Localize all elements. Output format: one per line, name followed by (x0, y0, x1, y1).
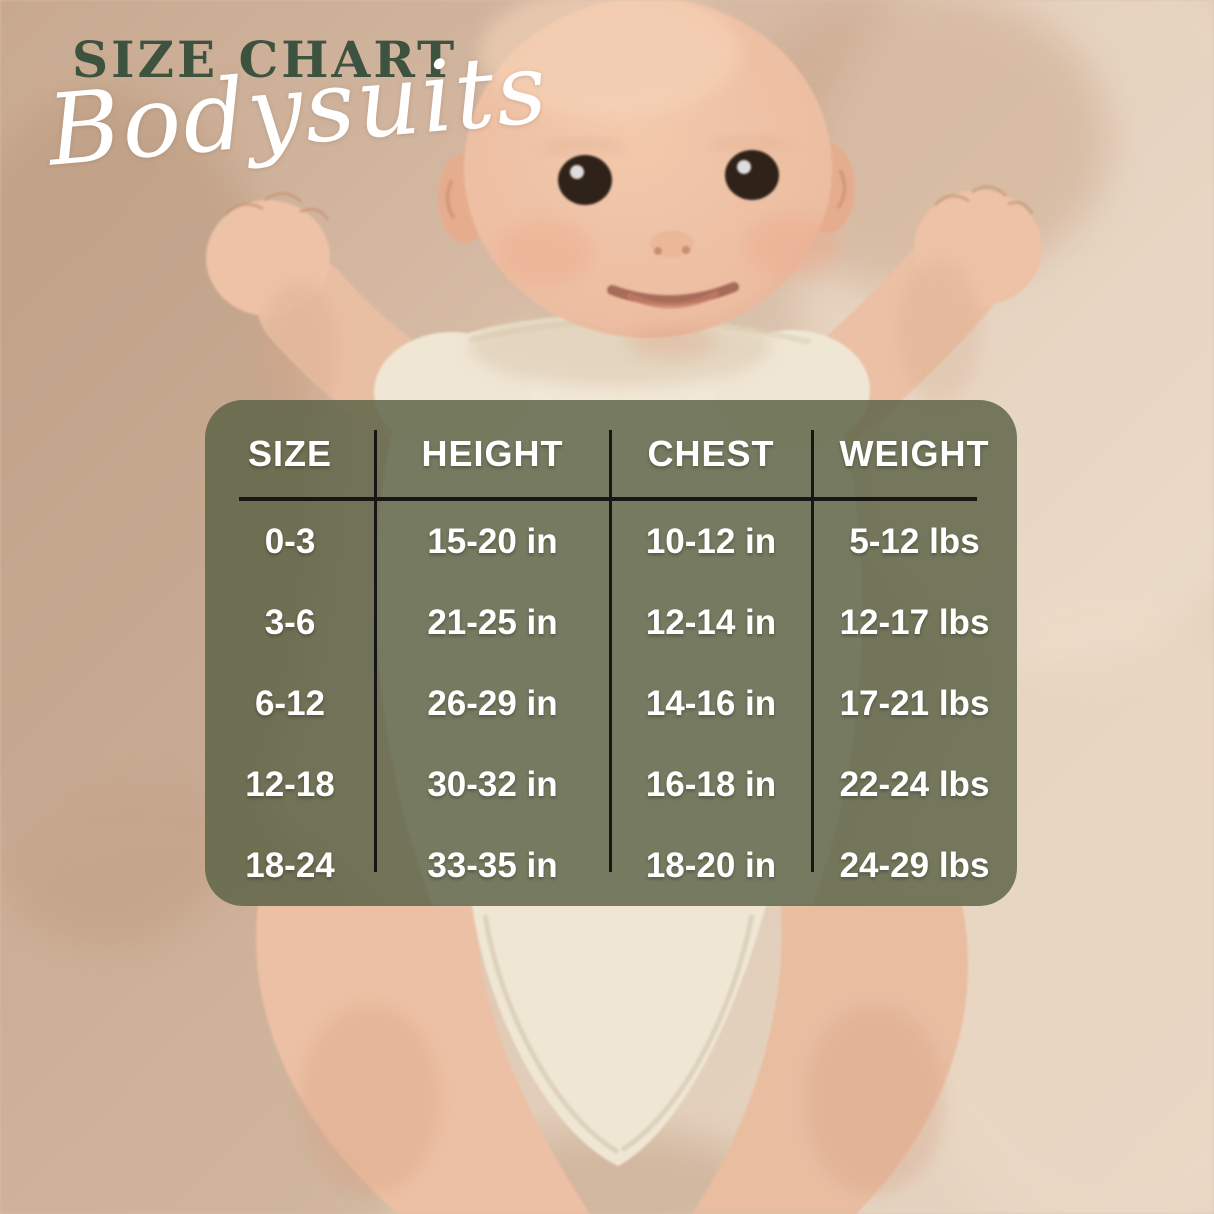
baby-nose (650, 230, 694, 258)
column-divider (374, 430, 377, 872)
column-header: SIZE (247, 432, 332, 474)
table-body: 0-3 15-20 in 10-12 in 5-12 lbs 3-6 21-25 in 12… (205, 501, 1017, 906)
table-cell: 17-21 lbs (839, 683, 990, 723)
table-row: 18-24 33-35 in 18-20 in 24-29 lbs (205, 825, 1017, 906)
baby-eyes (543, 135, 790, 205)
table-row: 3-6 21-25 in 12-14 in 12-17 lbs (205, 582, 1017, 663)
table-cell: 16-18 in (645, 764, 777, 804)
table-cell: 3-6 (264, 602, 316, 642)
table-cell: 14-16 in (645, 683, 777, 723)
table-cell: 21-25 in (427, 602, 558, 642)
table-cell: 18-20 in (645, 845, 777, 885)
baby-head (438, 0, 855, 358)
table-cell: 15-20 in (427, 521, 558, 561)
column-divider (811, 430, 814, 872)
table-cell: 30-32 in (427, 764, 558, 804)
table-cell: 33-35 in (427, 845, 558, 885)
baby-legs (256, 905, 968, 1214)
table-cell: 18-24 (245, 845, 335, 885)
table-cell: 22-24 lbs (839, 764, 990, 804)
table-cell: 26-29 in (427, 683, 558, 723)
table-header-row: SIZE HEIGHT CHEST WEIGHT (205, 400, 1017, 501)
page-title: SIZE CHART (72, 30, 458, 89)
table-row: 6-12 26-29 in 14-16 in 17-21 lbs (205, 663, 1017, 744)
table-cell: 10-12 in (645, 521, 777, 561)
table-cell: 12-17 lbs (839, 602, 990, 642)
header-underline (239, 497, 977, 501)
table-row: 12-18 30-32 in 16-18 in 22-24 lbs (205, 744, 1017, 825)
table-cell: 12-14 in (645, 602, 777, 642)
size-chart-panel: SIZE HEIGHT CHEST WEIGHT 0-3 15-20 in 10-12 i… (205, 400, 1017, 906)
title-block: SIZE CHART Bodysuits (43, 30, 553, 189)
column-divider (609, 430, 612, 872)
column-header: HEIGHT (421, 432, 564, 474)
column-header: CHEST (647, 432, 775, 474)
table-cell: 24-29 lbs (839, 845, 990, 885)
column-header: WEIGHT (839, 432, 990, 474)
table-cell: 0-3 (264, 521, 316, 561)
table-cell: 5-12 lbs (849, 521, 980, 561)
table-cell: 12-18 (245, 764, 335, 804)
table-row: 0-3 15-20 in 10-12 in 5-12 lbs (205, 501, 1017, 582)
baby-smile (497, 214, 840, 358)
table-cell: 6-12 (254, 683, 326, 723)
